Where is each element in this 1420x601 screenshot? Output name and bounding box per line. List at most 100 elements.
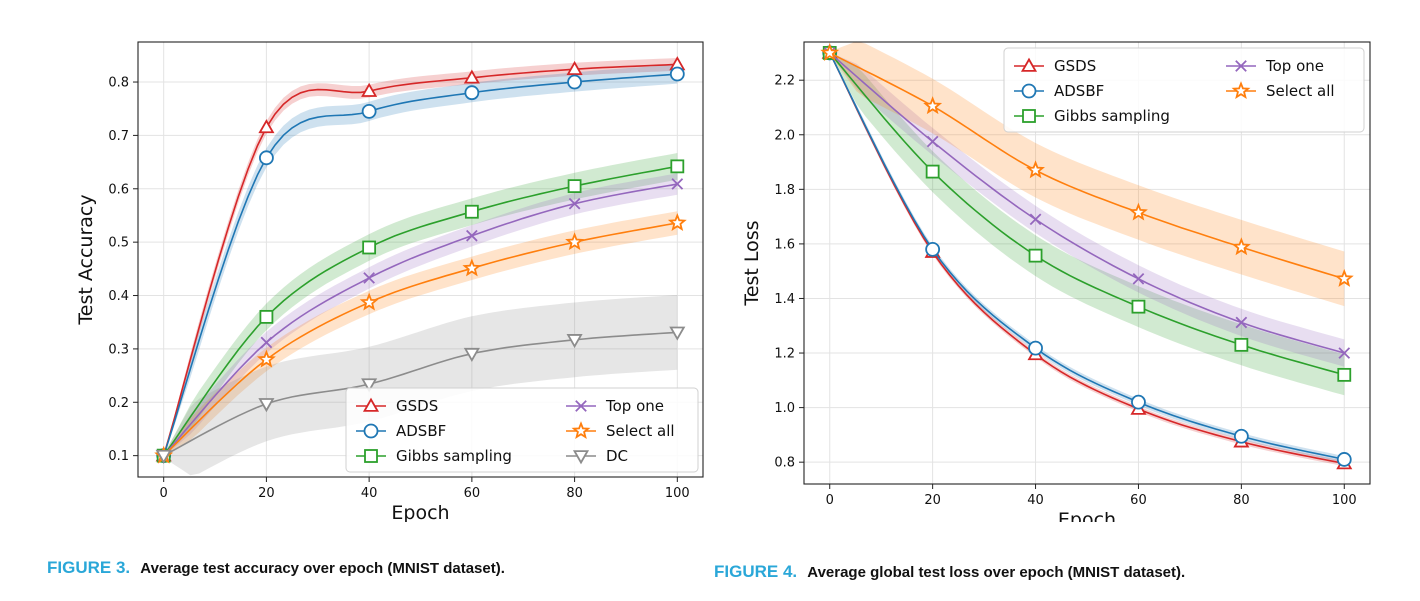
loss-legend-label-gsds: GSDS bbox=[1054, 57, 1096, 75]
loss-legend: GSDS ADSBF Gibbs sampling Top one Select all bbox=[1003, 47, 1365, 133]
loss-band-adsbf bbox=[829, 52, 1345, 463]
acc-band-gibbs-sampling bbox=[163, 153, 678, 457]
acc-point-dc bbox=[463, 347, 480, 363]
acc-point-select-all bbox=[462, 258, 482, 277]
acc-tick-label-y: 0.8 bbox=[108, 76, 129, 91]
acc-line-adsbf bbox=[162, 73, 678, 456]
loss-line-top-one bbox=[829, 52, 1345, 354]
acc-point-gibbs-sampling bbox=[464, 204, 479, 219]
acc-point-adsbf bbox=[464, 85, 480, 101]
acc-point-adsbf bbox=[361, 103, 377, 119]
loss-point-adsbf bbox=[1336, 452, 1352, 467]
acc-tick-label-y: 0.6 bbox=[108, 182, 129, 197]
acc-axes-frame bbox=[137, 41, 704, 478]
loss-ticks: 0 20 40 60 80 100 0.8 1.0 1.2 1.4 1.6 1.8 2.0 2.2 bbox=[774, 74, 1356, 508]
acc-legend-label-adsbf: ADSBF bbox=[396, 422, 446, 440]
acc-band-dc bbox=[163, 295, 678, 476]
acc-point-top-one bbox=[466, 229, 478, 242]
acc-point-gsds bbox=[361, 82, 378, 97]
acc-legend-marker-gibbs-sampling bbox=[364, 449, 378, 463]
accuracy-chart-svg: 0 20 40 60 80 100 0.1 0.2 0.3 0.4 0.5 0.6 0.7 0.8 Epoc… bbox=[75, 41, 704, 524]
acc-bands bbox=[163, 58, 678, 476]
acc-legend-label-gibbs-sampling: Gibbs sampling bbox=[396, 447, 512, 465]
acc-point-gsds bbox=[258, 119, 275, 134]
acc-line-dc bbox=[163, 331, 678, 457]
acc-legend: GSDS ADSBF Gibbs sampling Top one Select all… bbox=[345, 387, 699, 473]
loss-point-select-all bbox=[1334, 268, 1354, 287]
loss-tick-label-y: 0.8 bbox=[774, 456, 795, 471]
loss-point-gibbs-sampling bbox=[1028, 248, 1043, 263]
acc-point-gibbs-sampling bbox=[259, 309, 274, 324]
loss-point-gibbs-sampling bbox=[1234, 337, 1249, 352]
acc-tick-label-x: 0 bbox=[160, 486, 168, 501]
loss-point-select-all bbox=[1231, 237, 1251, 256]
acc-point-select-all bbox=[359, 292, 379, 311]
acc-band-select-all bbox=[163, 211, 678, 457]
acc-line-gibbs-sampling bbox=[163, 165, 678, 457]
loss-tick-label-x: 80 bbox=[1233, 493, 1250, 508]
figure-3-text: Average test accuracy over epoch (MNIST … bbox=[140, 560, 505, 577]
figure-3-caption: FIGURE 3. Average test accuracy over epo… bbox=[47, 558, 505, 578]
loss-legend-marker-gibbs-sampling bbox=[1022, 109, 1036, 123]
acc-point-select-all bbox=[565, 232, 585, 251]
acc-legend-marker-gsds bbox=[362, 397, 380, 412]
acc-point-dc bbox=[258, 398, 275, 413]
loss-band-top-one bbox=[829, 52, 1345, 367]
figure-4-caption: FIGURE 4. Average global test loss over … bbox=[714, 562, 1185, 582]
loss-point-adsbf bbox=[1028, 340, 1043, 356]
acc-line-select-all bbox=[163, 222, 678, 457]
loss-point-select-all bbox=[1129, 202, 1148, 221]
acc-series-dc bbox=[155, 326, 686, 464]
acc-legend-label-dc: DC bbox=[606, 447, 628, 465]
loss-tick-label-x: 100 bbox=[1332, 493, 1357, 508]
figure-3-label: FIGURE 3. bbox=[47, 558, 131, 577]
loss-tick-label-y: 2.2 bbox=[774, 74, 795, 89]
acc-band-top-one bbox=[163, 173, 678, 457]
acc-point-adsbf bbox=[669, 66, 685, 82]
acc-series-adsbf bbox=[156, 66, 685, 464]
loss-legend-label-adsbf: ADSBF bbox=[1054, 82, 1104, 100]
loss-legend-label-gibbs-sampling: Gibbs sampling bbox=[1054, 107, 1170, 125]
acc-point-gsds bbox=[566, 60, 583, 75]
acc-tick-label-y: 0.2 bbox=[108, 396, 129, 411]
acc-point-dc bbox=[566, 334, 583, 349]
acc-ylabel: Test Accuracy bbox=[75, 194, 97, 325]
acc-point-dc bbox=[361, 378, 378, 393]
loss-point-adsbf bbox=[1233, 428, 1249, 444]
acc-point-adsbf bbox=[567, 74, 582, 90]
loss-series-gibbs-sampling bbox=[822, 46, 1352, 382]
loss-legend-box bbox=[1003, 47, 1365, 133]
acc-legend-box bbox=[345, 387, 699, 473]
loss-tick-label-y: 1.0 bbox=[774, 401, 795, 416]
acc-tick-label-y: 0.7 bbox=[108, 129, 129, 144]
acc-legend-marker-select-all bbox=[571, 421, 591, 440]
acc-point-adsbf bbox=[259, 150, 274, 166]
loss-legend-marker-gsds bbox=[1020, 57, 1038, 72]
acc-point-dc bbox=[669, 326, 686, 341]
accuracy-chart: 0 20 40 60 80 100 0.1 0.2 0.3 0.4 0.5 0.6 0.7 0.8 Epoc… bbox=[70, 22, 710, 524]
loss-point-gibbs-sampling bbox=[1337, 367, 1352, 382]
acc-point-top-one bbox=[568, 197, 581, 210]
acc-tick-label-y: 0.3 bbox=[108, 342, 129, 357]
loss-line-adsbf bbox=[828, 52, 1345, 461]
acc-tick-label-x: 20 bbox=[258, 486, 275, 501]
acc-tick-label-x: 80 bbox=[566, 486, 583, 501]
acc-tick-label-x: 60 bbox=[464, 486, 481, 501]
loss-axes-frame bbox=[803, 41, 1371, 485]
acc-ticks: 0 20 40 60 80 100 0.1 0.2 0.3 0.4 0.5 0.6 0.7 0.8 bbox=[108, 76, 689, 501]
acc-line-gsds bbox=[162, 63, 678, 456]
acc-point-gsds bbox=[463, 69, 480, 84]
loss-point-adsbf bbox=[1131, 394, 1146, 410]
acc-point-top-one bbox=[671, 178, 684, 190]
loss-tick-label-x: 40 bbox=[1027, 493, 1044, 508]
figure-4-text: Average global test loss over epoch (MNI… bbox=[807, 564, 1186, 581]
acc-line-top-one bbox=[163, 183, 678, 457]
acc-tick-label-x: 100 bbox=[665, 486, 690, 501]
figure-4-label: FIGURE 4. bbox=[714, 562, 798, 581]
loss-line-select-all bbox=[829, 52, 1345, 280]
loss-tick-label-y: 1.6 bbox=[774, 237, 795, 252]
loss-point-top-one bbox=[1338, 347, 1351, 359]
loss-chart-svg: 0 20 40 60 80 100 0.8 1.0 1.2 1.4 1.6 1.8 2.0 2.2 Epoc… bbox=[741, 41, 1371, 531]
loss-legend-marker-select-all bbox=[1231, 81, 1251, 100]
loss-tick-label-y: 1.2 bbox=[774, 347, 795, 362]
